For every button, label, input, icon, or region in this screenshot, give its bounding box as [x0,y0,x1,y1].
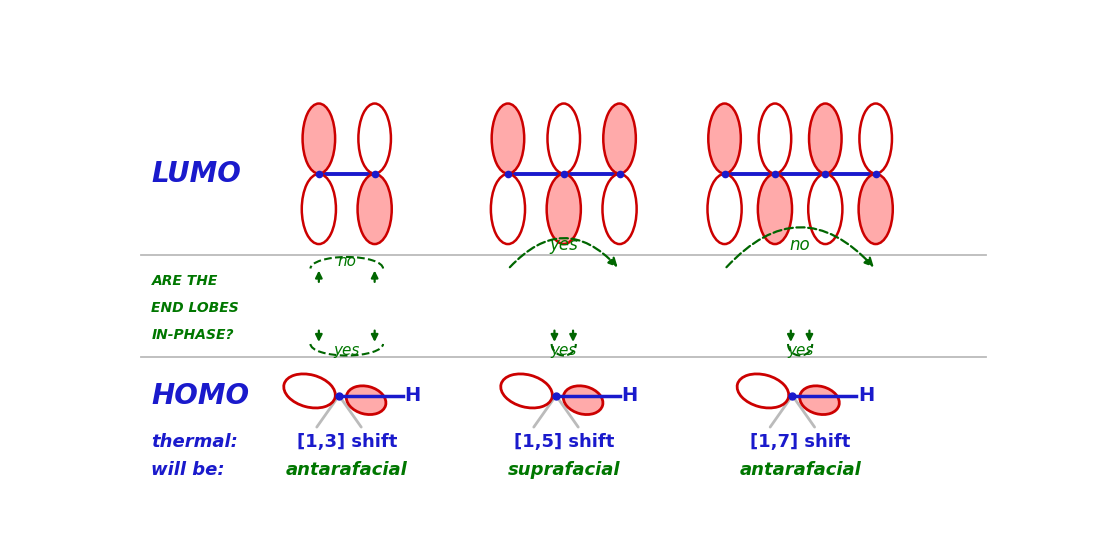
Text: HOMO: HOMO [152,382,250,410]
Ellipse shape [859,103,892,174]
Ellipse shape [500,374,552,408]
Ellipse shape [492,103,525,174]
Text: IN-PHASE?: IN-PHASE? [152,328,234,342]
Ellipse shape [301,174,336,244]
Ellipse shape [491,174,525,244]
Text: H: H [858,386,874,405]
Text: [1,5] shift: [1,5] shift [514,433,614,451]
Ellipse shape [603,103,636,174]
Text: yes: yes [551,343,576,358]
Text: yes: yes [333,343,360,358]
Text: END LOBES: END LOBES [152,301,239,315]
Ellipse shape [859,174,893,244]
Text: no: no [338,255,356,270]
FancyArrowPatch shape [726,227,872,267]
Ellipse shape [548,103,580,174]
Ellipse shape [758,174,792,244]
Text: ARE THE: ARE THE [152,274,218,288]
Ellipse shape [359,103,390,174]
Ellipse shape [358,174,392,244]
Ellipse shape [707,174,741,244]
Ellipse shape [808,174,843,244]
Text: will be:: will be: [152,461,226,479]
Text: yes: yes [786,343,813,358]
Ellipse shape [346,386,386,415]
Ellipse shape [708,103,740,174]
Text: antarafacial: antarafacial [739,461,861,479]
Ellipse shape [603,174,637,244]
Text: thermal:: thermal: [152,433,239,451]
Text: LUMO: LUMO [152,160,241,188]
Ellipse shape [563,386,603,415]
FancyArrowPatch shape [509,238,616,267]
Text: [1,7] shift: [1,7] shift [750,433,850,451]
Ellipse shape [302,103,336,174]
Ellipse shape [547,174,581,244]
Text: no: no [790,235,811,254]
Ellipse shape [808,103,842,174]
Text: [1,3] shift: [1,3] shift [297,433,397,451]
Ellipse shape [759,103,791,174]
Ellipse shape [284,374,336,408]
Ellipse shape [737,374,789,408]
Text: yes: yes [549,235,579,254]
Text: H: H [621,386,638,405]
Ellipse shape [800,386,839,415]
Text: antarafacial: antarafacial [286,461,408,479]
Text: suprafacial: suprafacial [507,461,620,479]
Text: H: H [405,386,420,405]
